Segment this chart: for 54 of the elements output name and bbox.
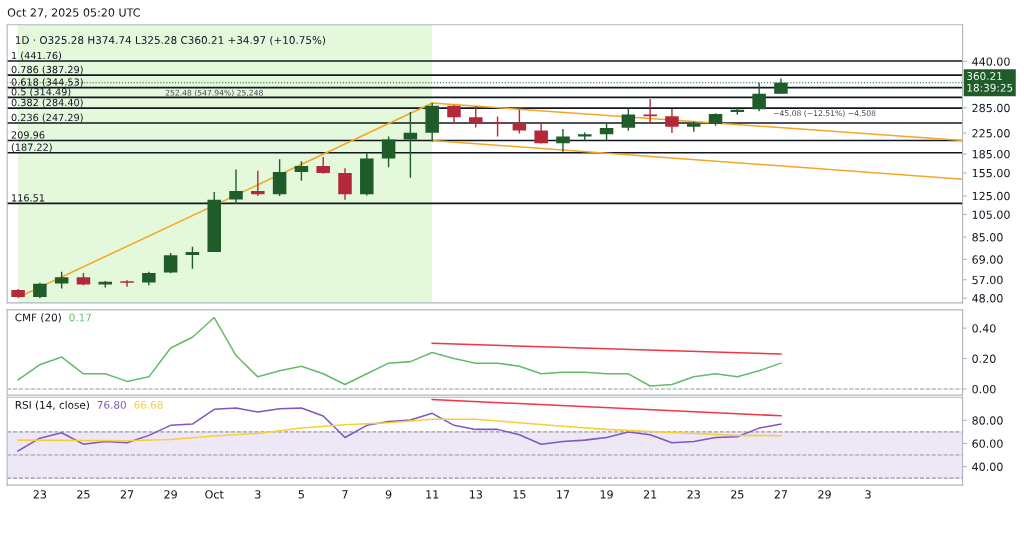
- text: 1D · O325.28 H374.74 L325.28 C360.21 +34.97 (+10.75%): [15, 35, 326, 46]
- y-tick-label: 105.00: [972, 210, 1010, 219]
- ref-line-label: 116.51: [12, 194, 45, 202]
- x-tick-label: 29: [818, 490, 831, 499]
- chart-title: CMF (20): [15, 313, 61, 323]
- x-tick-label: 21: [643, 490, 657, 499]
- y-tick-label: 440.00: [972, 57, 1010, 66]
- x-tick-label: 27: [120, 490, 134, 499]
- x-tick-label: 5: [298, 490, 304, 499]
- x-tick-label: 25: [77, 490, 90, 499]
- ref-line-label: 0.618 (344.53): [11, 78, 83, 87]
- ref-line-label: 0.5 (314.49): [11, 87, 71, 97]
- ref-line-label: 0.382 (284.40): [11, 98, 83, 108]
- y-tick-label: 155.00: [972, 168, 1010, 178]
- y-tick-label: 0.00: [972, 384, 996, 394]
- ref-line-label: (187.22): [11, 143, 52, 152]
- y-tick-label: 57.00: [972, 275, 1003, 285]
- annotation: 0.17: [69, 313, 92, 322]
- ref-line-label: 209.96: [11, 131, 45, 139]
- y-tick-label: 85.00: [972, 233, 1003, 242]
- y-tick-label: 225.00: [972, 129, 1010, 138]
- y-tick-label: 0.40: [972, 324, 996, 333]
- chart-title: RSI (14, close): [15, 400, 89, 411]
- x-tick-label: 19: [600, 490, 613, 499]
- x-tick-label: 3: [255, 490, 261, 499]
- x-tick-label: 25: [731, 490, 744, 499]
- x-tick-label: 23: [687, 490, 700, 499]
- x-tick-label: 29: [164, 490, 177, 499]
- x-tick-label: 13: [469, 490, 482, 499]
- x-tick-label: 9: [385, 490, 392, 499]
- y-tick-label: 185.00: [972, 149, 1010, 159]
- x-tick-label: 17: [557, 490, 570, 499]
- x-tick-label: 15: [513, 490, 526, 499]
- x-tick-label: 27: [774, 490, 788, 499]
- x-tick-label: 11: [426, 490, 439, 499]
- x-tick-label: 23: [33, 490, 47, 499]
- x-tick-label: 7: [342, 490, 348, 499]
- ref-line-label: 360.21 18:39:25: [967, 72, 1013, 92]
- chart-subtitle: Oct 27, 2025 05:20 UTC: [7, 8, 140, 18]
- annotation: 66.68: [134, 400, 163, 409]
- ref-line-label: 0.786 (387.29): [11, 65, 83, 75]
- ref-line-label: 0.236 (247.29): [11, 113, 83, 123]
- y-tick-label: 40.00: [972, 462, 1003, 471]
- y-tick-label: 48.00: [972, 294, 1003, 303]
- y-tick-label: 0.20: [972, 354, 996, 363]
- y-tick-label: 60.00: [972, 439, 1003, 448]
- x-tick-label: 3: [865, 490, 871, 499]
- y-tick-label: 285.00: [972, 103, 1010, 113]
- y-tick-label: 69.00: [972, 255, 1003, 264]
- annotation: 76.80: [97, 400, 126, 409]
- y-tick-label: 80.00: [972, 416, 1003, 425]
- x-tick-label: Oct: [205, 490, 224, 499]
- y-tick-label: 125.00: [972, 191, 1010, 201]
- ref-line-label: 1 (441.76): [12, 51, 62, 61]
